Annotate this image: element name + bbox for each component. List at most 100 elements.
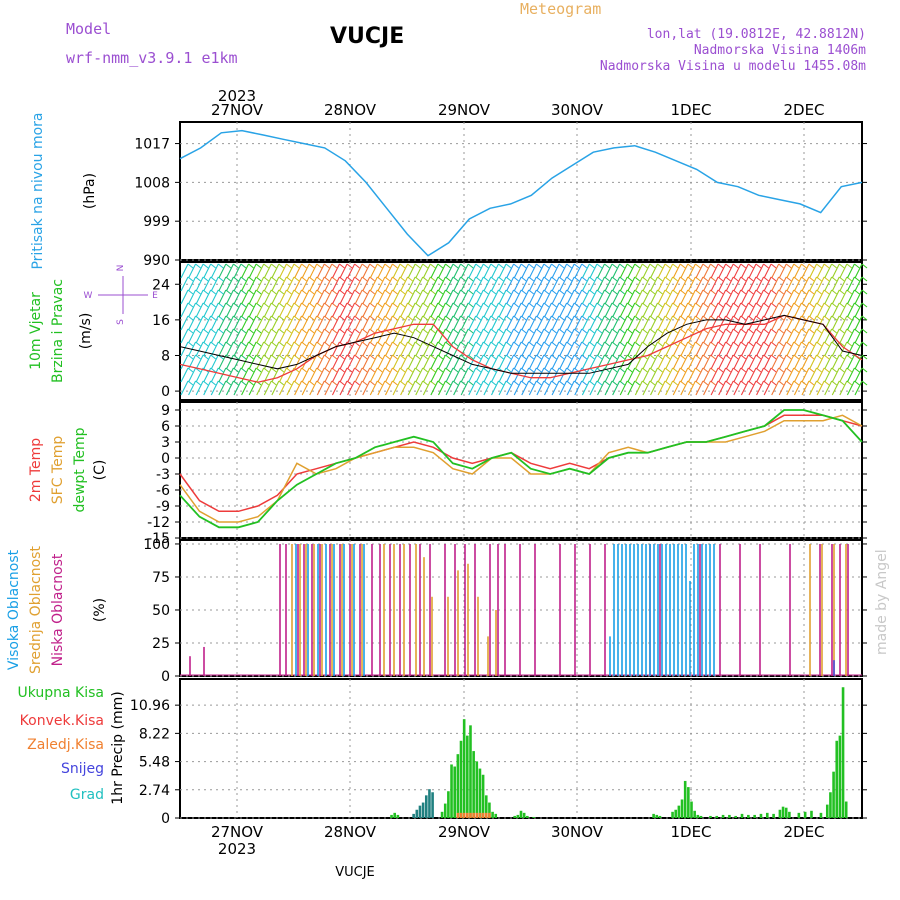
wind-barb — [619, 367, 628, 383]
wind-barb — [301, 263, 310, 279]
wind-barb — [506, 341, 515, 357]
wind-barb — [225, 289, 234, 305]
wind-barb-flag — [551, 263, 557, 269]
wind-barb — [642, 341, 651, 357]
wind-barb — [347, 315, 356, 331]
precip-bar — [715, 815, 719, 818]
wind-barb — [437, 341, 446, 357]
wind-barb — [612, 354, 621, 370]
wind-barb — [536, 302, 545, 318]
wind-barb — [339, 302, 348, 318]
wind-barb — [407, 289, 416, 305]
wind-barb — [347, 341, 356, 357]
wind-barb-flag — [725, 263, 732, 269]
wind-barb — [248, 289, 257, 305]
wind-barb — [574, 315, 583, 331]
wind-ylabel-sub: Brzina i Pravac — [50, 279, 66, 383]
precip-bar — [484, 795, 488, 818]
wind-barb — [521, 380, 530, 396]
wind-barb — [619, 263, 628, 279]
wind-barb — [422, 289, 431, 305]
wind-barb — [672, 328, 681, 344]
wind-barb — [559, 276, 568, 292]
cloud-ylabel-high: Visoka Oblacnost — [6, 549, 22, 670]
wind-barb — [316, 276, 325, 292]
precip-bar — [778, 809, 782, 818]
wind-barb — [437, 289, 446, 305]
wind-barb — [498, 263, 507, 279]
top-date-label: 1DEC — [670, 101, 711, 119]
wind-barb — [475, 263, 484, 279]
wind-barb — [528, 328, 537, 344]
precip-label-hail: Grad — [70, 787, 104, 803]
wind-barb — [680, 302, 689, 318]
wind-barb-flag — [573, 263, 580, 269]
temp-ylabel-dewpt: dewpt Temp — [72, 427, 88, 512]
wind-barb — [672, 354, 681, 370]
wind-barb-flag — [248, 263, 254, 269]
wind-barb — [278, 276, 287, 292]
precip-frz-bar — [469, 812, 472, 818]
wind-barb — [756, 354, 765, 370]
wind-barb-flag — [233, 263, 239, 269]
y-tick-label: -6 — [156, 483, 170, 499]
wind-barb — [816, 354, 825, 370]
wind-barb — [710, 367, 719, 383]
wind-barb-flag — [308, 263, 315, 269]
y-tick-label: 0 — [161, 384, 170, 400]
wind-barb-flag — [445, 263, 451, 269]
wind-barb — [218, 289, 227, 305]
wind-barb — [278, 354, 287, 370]
wind-barb — [233, 380, 242, 396]
precip-bar — [829, 792, 832, 818]
wind-barb — [642, 328, 651, 344]
wind-barb — [551, 354, 560, 370]
wind-barb — [316, 367, 325, 383]
y-tick-label: 990 — [143, 253, 170, 269]
wind-barb — [210, 263, 219, 279]
wind-barb — [354, 380, 363, 396]
wind-barb — [771, 302, 780, 318]
wind-barb — [233, 263, 242, 279]
y-tick-label: 8 — [161, 348, 170, 364]
precip-bar — [671, 811, 674, 818]
wind-barb-flag — [710, 263, 716, 269]
wind-barb-flag — [286, 263, 292, 269]
wind-barb — [703, 380, 712, 396]
wind-barb — [718, 341, 727, 357]
wind-barb — [756, 289, 765, 305]
wind-barb — [377, 367, 386, 383]
wind-barb — [786, 341, 795, 357]
wind-barb — [241, 302, 250, 318]
wind-barb — [725, 367, 734, 383]
wind-barb — [483, 276, 492, 292]
wind-barb — [203, 315, 212, 331]
wind-barb — [483, 302, 492, 318]
wind-barb — [331, 315, 340, 331]
wind-barb — [400, 302, 409, 318]
wind-barb — [286, 289, 295, 305]
wind-barb — [786, 276, 795, 292]
wind-barb — [536, 341, 545, 357]
wind-barb — [248, 263, 257, 279]
wind-barb — [650, 263, 659, 279]
wind-barb — [483, 263, 492, 279]
wind-barb — [339, 328, 348, 344]
wind-barb — [521, 367, 530, 383]
wind-barb — [831, 289, 840, 305]
wind-barb — [604, 302, 613, 318]
meteogram-label: Meteogram — [520, 0, 601, 18]
wind-barb — [657, 276, 666, 292]
elevation-text: Nadmorska Visina 1406m — [694, 43, 866, 58]
wind-barb — [718, 289, 727, 305]
wind-barb — [513, 276, 522, 292]
wind-barb — [195, 276, 204, 292]
wind-barb — [801, 341, 810, 357]
wind-barb — [460, 276, 469, 292]
wind-barb — [793, 315, 802, 331]
wind-barb — [574, 328, 583, 344]
wind-barb-flag — [187, 263, 194, 269]
wind-barb — [801, 328, 810, 344]
wind-barb — [263, 380, 272, 396]
wind-barb — [672, 289, 681, 305]
